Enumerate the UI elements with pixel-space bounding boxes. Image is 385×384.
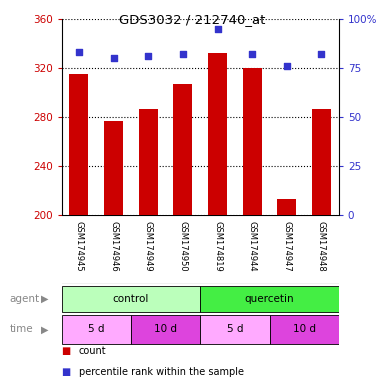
Text: ▶: ▶ [40, 293, 48, 304]
Bar [173, 84, 192, 215]
Text: 5 d: 5 d [227, 324, 243, 334]
Text: GSM174948: GSM174948 [317, 220, 326, 271]
Point [214, 26, 221, 32]
Point [249, 51, 255, 58]
Text: percentile rank within the sample: percentile rank within the sample [79, 367, 244, 377]
Text: quercetin: quercetin [245, 293, 294, 304]
Bar [69, 74, 89, 215]
Text: control: control [113, 293, 149, 304]
Bar [312, 109, 331, 215]
Text: ■: ■ [62, 367, 71, 377]
Text: GDS3032 / 212740_at: GDS3032 / 212740_at [119, 13, 266, 26]
Bar [243, 68, 262, 215]
Point [110, 55, 117, 61]
Text: time: time [10, 324, 33, 334]
Point [318, 51, 325, 58]
Bar [208, 53, 227, 215]
Text: GSM174944: GSM174944 [248, 220, 257, 271]
Text: count: count [79, 346, 107, 356]
Text: GSM174947: GSM174947 [282, 220, 291, 271]
Text: GSM174945: GSM174945 [74, 220, 84, 271]
Text: 10 d: 10 d [154, 324, 177, 334]
Bar [200, 314, 270, 344]
Text: GSM174946: GSM174946 [109, 220, 118, 271]
Bar [139, 109, 158, 215]
Text: ■: ■ [62, 346, 71, 356]
Bar [270, 314, 339, 344]
Point [145, 53, 151, 60]
Text: agent: agent [10, 293, 40, 304]
Text: 10 d: 10 d [293, 324, 316, 334]
Bar [104, 121, 123, 215]
Text: GSM174949: GSM174949 [144, 220, 153, 271]
Bar [62, 286, 200, 311]
Text: ▶: ▶ [40, 324, 48, 334]
Text: GSM174819: GSM174819 [213, 220, 222, 271]
Text: 5 d: 5 d [88, 324, 104, 334]
Bar [200, 286, 339, 311]
Bar [62, 314, 131, 344]
Bar [277, 199, 296, 215]
Text: GSM174950: GSM174950 [178, 220, 187, 271]
Point [180, 51, 186, 58]
Bar [131, 314, 200, 344]
Point [284, 63, 290, 69]
Point [76, 50, 82, 56]
